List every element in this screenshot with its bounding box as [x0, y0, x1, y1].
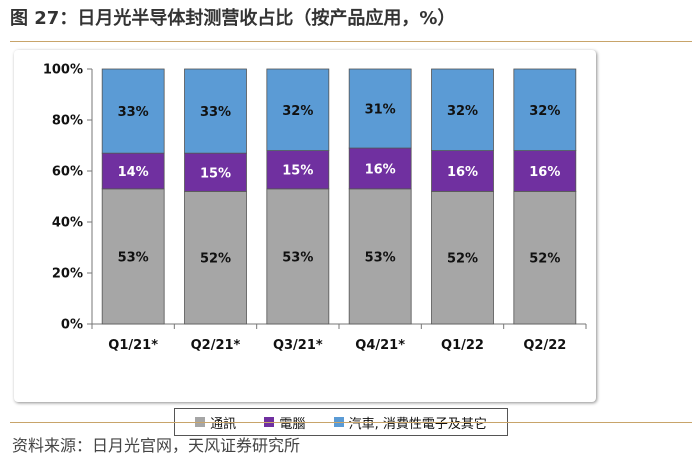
x-tick-label: Q1/22 [441, 338, 484, 353]
bar-segment-comms [184, 190, 247, 325]
source-note: 资料来源：日月光官网，天风证券研究所 [12, 436, 301, 455]
bar-segment-auto-consumer [266, 68, 330, 151]
title-divider [10, 41, 692, 42]
data-label-comms: 52% [529, 252, 560, 267]
data-label-auto-consumer: 32% [447, 104, 478, 119]
x-tick-label: Q1/21* [108, 338, 158, 353]
data-label-computer: 15% [200, 166, 231, 181]
page-title: 图 27：日月光半导体封测营收占比（按产品应用，%） [10, 8, 456, 29]
y-tick-label: 0% [61, 318, 83, 333]
y-tick-label: 40% [52, 216, 83, 231]
data-label-comms: 52% [447, 252, 478, 267]
chart-panel: 0% 20% 40% 60% 80% 100% 53% 14% 33% Q1/21* 52% 15% 3… [14, 50, 596, 436]
bar-segment-computer [101, 152, 165, 190]
data-label-computer: 16% [529, 165, 560, 180]
data-label-computer: 16% [365, 162, 396, 177]
bar-segment-auto-consumer [184, 68, 247, 154]
y-tick-label: 80% [52, 114, 83, 129]
data-label-comms: 53% [282, 250, 313, 265]
bar-segment-computer [348, 147, 412, 190]
y-tick-label: 20% [52, 267, 83, 282]
source-divider [10, 422, 692, 423]
legend-label-computer: 電腦 [279, 416, 306, 432]
bar-segment-comms [348, 188, 412, 325]
data-label-computer: 15% [282, 164, 313, 179]
legend-label-auto-consumer: 汽車, 消費性電子及其它 [348, 416, 487, 432]
x-tick-label: Q2/22 [523, 338, 566, 353]
bar-segment-auto-consumer [431, 68, 494, 151]
x-tick-label: Q2/21* [191, 338, 241, 353]
y-tick-label: 60% [52, 165, 83, 180]
data-label-computer: 14% [118, 165, 149, 180]
data-label-comms: 52% [200, 252, 231, 267]
data-label-auto-consumer: 32% [529, 104, 560, 119]
stacked-bar-chart: 0% 20% 40% 60% 80% 100% 53% 14% 33% Q1/21* 52% 15% 3… [43, 63, 587, 353]
legend-label-comms: 通訊 [210, 416, 237, 432]
bar-segment-computer [266, 150, 330, 190]
x-tick-label: Q3/21* [273, 338, 323, 353]
data-label-computer: 16% [447, 165, 478, 180]
bar-segment-computer [431, 150, 494, 192]
bar-segment-auto-consumer [348, 68, 412, 149]
bar-segment-computer [184, 152, 247, 192]
bar-segment-computer [513, 150, 577, 192]
bar-segment-comms [101, 188, 165, 325]
data-label-auto-consumer: 32% [282, 104, 313, 119]
data-label-comms: 53% [118, 250, 149, 265]
x-tick-label: Q4/21* [355, 338, 405, 353]
bar-segment-comms [513, 190, 577, 325]
bar-segment-auto-consumer [513, 68, 577, 151]
data-label-auto-consumer: 33% [118, 105, 149, 120]
bar-segment-auto-consumer [101, 68, 165, 154]
data-label-comms: 53% [365, 250, 396, 265]
bar-segment-comms [431, 190, 494, 325]
data-label-auto-consumer: 33% [200, 105, 231, 120]
data-label-auto-consumer: 31% [365, 103, 396, 118]
y-tick-label: 100% [43, 63, 83, 78]
